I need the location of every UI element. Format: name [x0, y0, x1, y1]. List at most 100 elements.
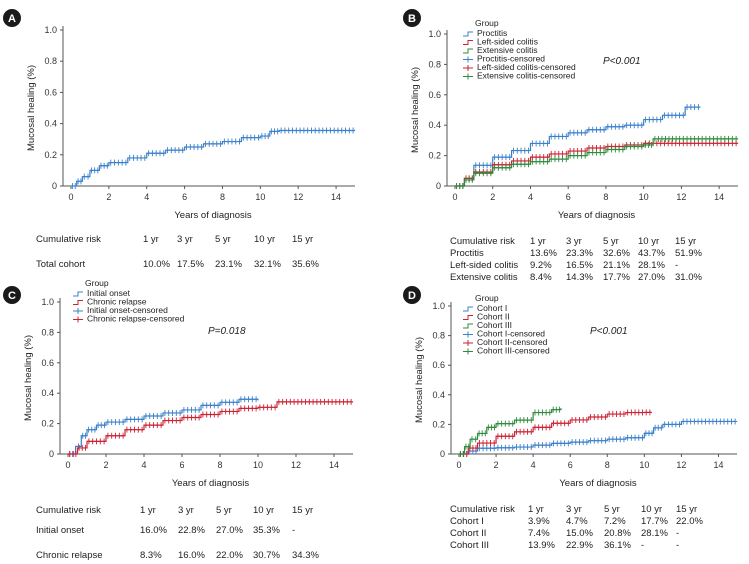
censor-mark [105, 419, 110, 426]
censor-mark [188, 144, 193, 150]
censor-mark [692, 418, 697, 425]
x-tick-label: 14 [329, 460, 339, 470]
censor-mark [324, 127, 329, 134]
x-tick-label: 6 [182, 192, 187, 202]
risk-table-cell: 34.3% [292, 550, 319, 561]
censor-mark [540, 442, 545, 449]
censor-mark [146, 150, 151, 157]
censor-mark [614, 411, 619, 418]
censor-mark [317, 127, 322, 134]
censor-mark [699, 418, 704, 425]
censor-mark [200, 402, 205, 409]
censor-mark [233, 138, 238, 145]
risk-table-col-header: 3 yr [178, 505, 194, 516]
censor-mark [549, 150, 554, 157]
censor-mark [174, 409, 179, 416]
censor-mark [273, 404, 278, 411]
censor-mark [83, 444, 88, 451]
censor-mark [529, 417, 534, 424]
censor-mark [173, 147, 178, 154]
censor-mark [170, 417, 175, 424]
y-tick-label: 0.8 [44, 56, 57, 66]
x-axis-label: Years of diagnosis [558, 210, 636, 221]
censor-mark [102, 438, 107, 445]
legend-label: Left-sided colitis [477, 37, 538, 47]
censor-mark [98, 438, 103, 445]
risk-table-cell: 36.1% [604, 540, 631, 551]
censor-mark [707, 418, 712, 425]
censor-mark [127, 154, 132, 161]
censor-mark [155, 422, 160, 429]
panel-badge [3, 9, 21, 27]
censor-mark [560, 156, 565, 163]
censor-mark [674, 135, 679, 142]
censor-mark [614, 436, 619, 443]
censor-mark [640, 434, 645, 441]
censor-mark [534, 158, 539, 165]
censor-mark [108, 159, 113, 166]
censor-mark [193, 406, 198, 413]
censor-mark [492, 164, 497, 171]
censor-mark [518, 417, 523, 424]
risk-table-col-header: 5 yr [216, 505, 232, 516]
censor-mark [307, 398, 312, 405]
legend-swatch [73, 291, 83, 297]
censor-mark [577, 416, 582, 423]
y-tick-label: 0.4 [44, 119, 57, 129]
risk-table-cell: 14.3% [566, 272, 593, 283]
legend-swatch [463, 48, 473, 54]
censor-mark [109, 419, 114, 426]
censor-mark [669, 112, 674, 119]
censor-mark [238, 396, 243, 403]
censor-mark [659, 424, 664, 431]
censor-mark [555, 440, 560, 447]
censor-mark [499, 420, 504, 427]
censor-mark [526, 147, 531, 154]
censor-mark [598, 149, 603, 156]
x-tick-label: 12 [291, 460, 301, 470]
censor-mark [507, 444, 512, 451]
censor-mark [592, 437, 597, 444]
censor-mark [628, 122, 633, 129]
censor-mark [662, 140, 667, 147]
legend-label: Left-sided colitis-censored [477, 62, 576, 72]
censor-mark [500, 164, 505, 171]
censor-mark [151, 413, 156, 419]
censor-mark [488, 445, 493, 452]
censor-mark [518, 428, 523, 435]
censor-mark [599, 414, 604, 420]
risk-table-cell: 22.9% [566, 540, 593, 551]
y-tick-label: 0.2 [41, 419, 54, 429]
censor-mark [113, 419, 118, 426]
censor-mark [124, 416, 129, 423]
censor-mark [670, 421, 675, 428]
censor-mark [73, 183, 78, 189]
censor-mark [123, 159, 128, 166]
legend-swatch [463, 306, 473, 312]
censor-mark [625, 434, 630, 441]
censor-mark [688, 135, 693, 142]
censor-mark [121, 419, 126, 426]
censor-mark [711, 135, 716, 142]
censor-mark [248, 134, 253, 141]
censor-mark [584, 416, 589, 423]
censor-mark [143, 413, 148, 419]
censor-mark [105, 432, 110, 439]
censor-mark [226, 138, 231, 145]
censor-mark [568, 129, 573, 136]
censor-mark [189, 414, 194, 421]
censor-mark [212, 402, 217, 409]
legend-label: Initial onset-censored [87, 305, 168, 315]
censor-mark [500, 154, 505, 161]
censor-mark [581, 439, 586, 446]
censor-mark [588, 437, 593, 444]
censor-mark [470, 176, 475, 183]
risk-table-cell: 30.7% [253, 550, 280, 561]
censor-mark [594, 149, 599, 156]
legend-swatch [463, 331, 473, 338]
x-tick-label: 10 [639, 192, 649, 202]
censor-mark [242, 405, 247, 412]
risk-table-col-header: 3 yr [177, 234, 193, 245]
censor-mark [159, 413, 164, 419]
